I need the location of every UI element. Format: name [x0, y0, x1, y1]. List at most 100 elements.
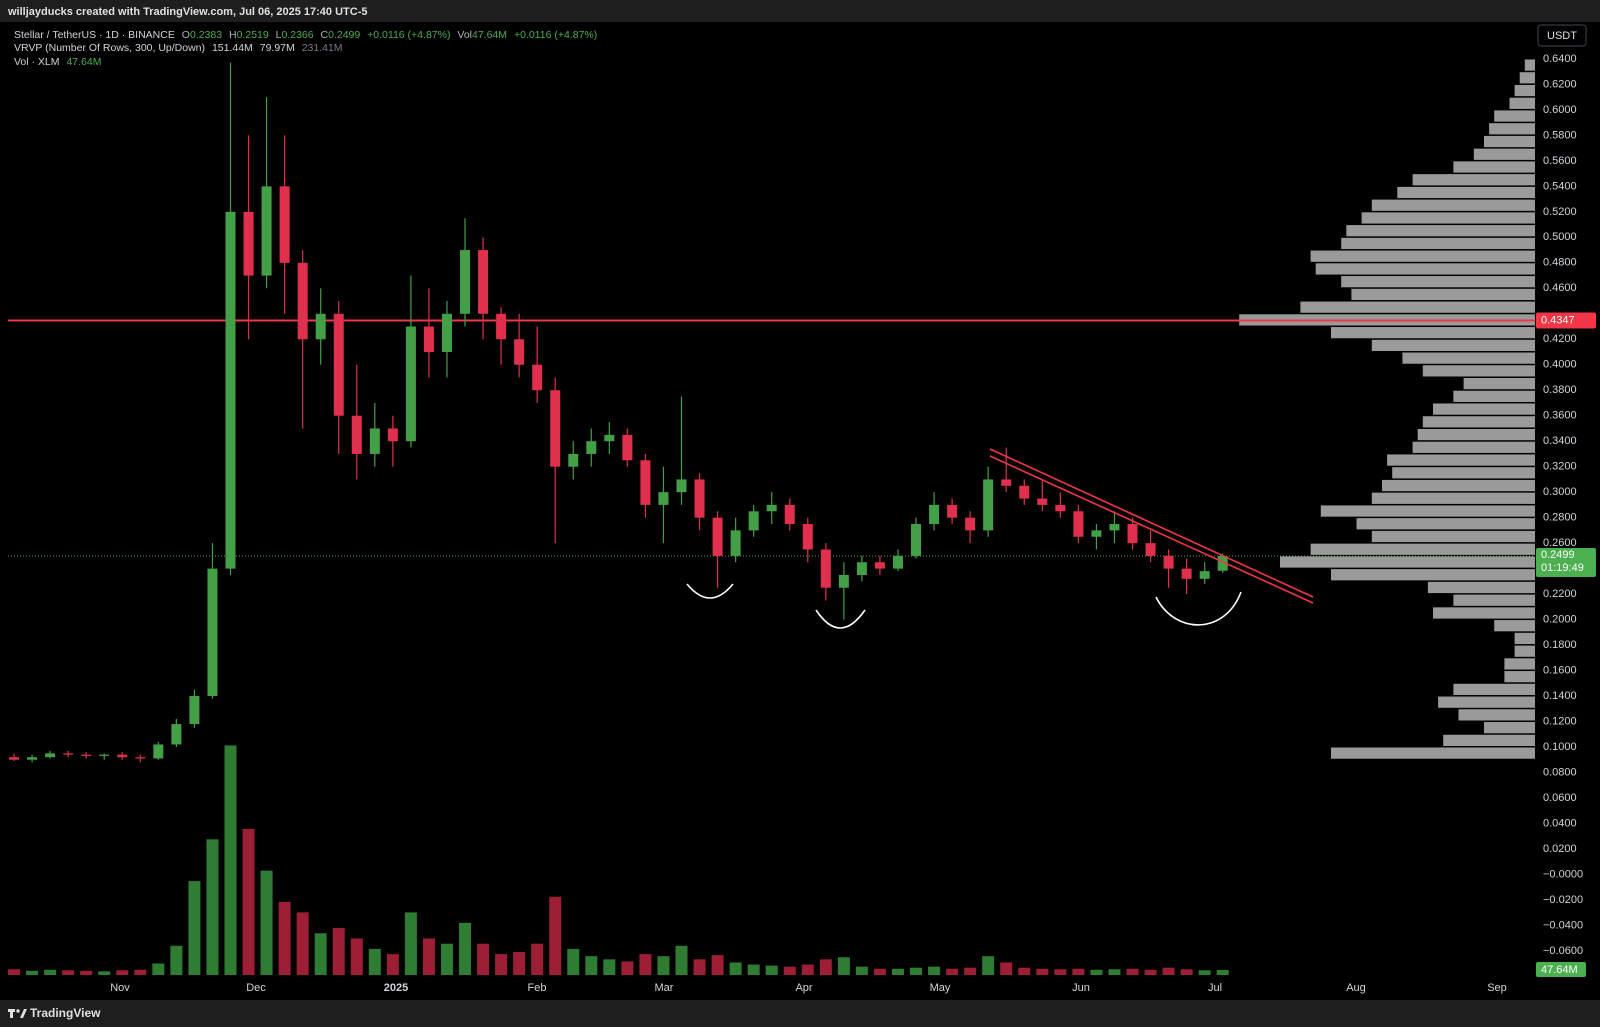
volume-bar: [910, 967, 923, 975]
x-tick-label: Apr: [795, 982, 812, 994]
candle-body: [333, 313, 344, 416]
candle-body: [1019, 485, 1030, 499]
top-bar: [0, 0, 1600, 22]
volume-bar: [513, 952, 526, 975]
volume-bar: [873, 968, 886, 975]
y-tick-label: 0.3200: [1543, 461, 1577, 473]
candle-body: [153, 744, 164, 759]
y-tick-label: 0.0600: [1543, 792, 1577, 804]
candle-body: [586, 441, 597, 454]
profile-row: [1382, 479, 1535, 492]
y-tick-label: 0.3800: [1543, 384, 1577, 396]
candle-body: [171, 724, 182, 745]
candle-body: [1037, 498, 1048, 505]
currency-button[interactable]: [1537, 24, 1587, 47]
profile-row: [1514, 84, 1535, 97]
volume-bar: [964, 967, 977, 975]
candle-body: [63, 753, 74, 755]
legend-line: Vol · XLM 47.64M: [14, 56, 101, 68]
profile-row: [1443, 734, 1535, 746]
legend-line: Stellar / TetherUS · 1D · BINANCE O0.238…: [14, 29, 597, 41]
volume-bar: [982, 956, 995, 975]
volume-bar: [1216, 970, 1229, 975]
y-tick-label: 0.1000: [1543, 741, 1577, 753]
axis-layer: 0.6400 0.6200 0.6000 0.5800 0.5600 0.5400 0.52…: [110, 53, 1596, 994]
logo-part: [20, 1009, 27, 1018]
level-tag-label: 0.4347: [1541, 314, 1575, 326]
candle-body: [1055, 504, 1066, 512]
candle-body: [965, 517, 976, 531]
y-tick-label: 0.6200: [1543, 78, 1577, 90]
x-tick-label: Sep: [1487, 982, 1507, 994]
volume-bar: [459, 922, 472, 975]
candle-body: [1073, 511, 1084, 537]
candle-body: [784, 504, 795, 525]
candles-layer: [8, 62, 1229, 975]
legend-line: VRVP (Number Of Rows, 300, Up/Down) 151.…: [14, 42, 343, 54]
legend-label: Vol: [457, 29, 472, 41]
volume-bar: [1036, 968, 1049, 975]
volume-bar: [603, 959, 616, 975]
candle-body: [1145, 543, 1156, 556]
currency-label[interactable]: USDT: [1547, 30, 1577, 42]
profile-row: [1422, 416, 1535, 428]
study-value: 47.64M: [66, 56, 101, 68]
candle-body: [1217, 555, 1228, 571]
volume-bar: [783, 966, 796, 975]
bottom-bar: [0, 1000, 1600, 1027]
profile-row: [1412, 441, 1535, 453]
y-tick-label: −0.0000: [1543, 868, 1583, 880]
volume-bar: [260, 870, 273, 975]
volume-bar: [819, 959, 832, 975]
candle-body: [1199, 571, 1210, 579]
volume-bar: [1072, 968, 1085, 975]
profile-row: [1412, 174, 1535, 186]
volume-bar: [296, 912, 309, 975]
profile-row: [1453, 594, 1535, 606]
y-tick-label: −0.0600: [1543, 945, 1583, 957]
volume-bar: [1108, 969, 1121, 975]
legend-label: O: [182, 29, 190, 41]
profile-row: [1463, 377, 1535, 390]
y-tick-label: 0.3400: [1543, 435, 1577, 447]
last-price-label: 0.2499: [1541, 549, 1575, 561]
profile-row: [1402, 352, 1535, 364]
volume-bar: [386, 954, 399, 975]
volume-bar: [332, 928, 345, 975]
last-price-tag: [1536, 547, 1596, 577]
profile-row: [1341, 276, 1535, 288]
x-tick-label: Aug: [1346, 982, 1366, 994]
profile-row: [1509, 97, 1535, 109]
volume-bar: [314, 933, 327, 975]
candle-body: [929, 504, 940, 525]
y-tick-label: 0.4600: [1543, 282, 1577, 294]
y-tick-label: 0.5600: [1543, 155, 1577, 167]
y-tick-label: 0.6000: [1543, 104, 1577, 116]
volume-bar: [404, 912, 417, 975]
candle-body: [820, 549, 831, 588]
volume-bar: [495, 954, 508, 975]
study-value: 231.41M: [302, 42, 343, 54]
candle-body: [351, 415, 362, 454]
volume-bar: [747, 964, 760, 975]
x-tick-label: Jun: [1072, 982, 1090, 994]
candle-body: [1001, 479, 1012, 486]
profile-row: [1331, 327, 1535, 339]
volume-bar: [801, 964, 814, 975]
candle-body: [405, 326, 416, 442]
profile-row: [1320, 505, 1535, 517]
y-tick-label: 0.5000: [1543, 231, 1577, 243]
countdown: 01:19:49: [1541, 562, 1584, 574]
volume-bar: [585, 956, 598, 975]
y-tick-label: 0.4800: [1543, 257, 1577, 269]
volume-bar: [675, 945, 688, 975]
volume-tag-label: 47.64M: [1541, 964, 1578, 976]
candle-body: [189, 696, 200, 725]
candle-body: [460, 250, 471, 314]
volume-bar: [80, 970, 93, 975]
y-tick-label: 0.2200: [1543, 588, 1577, 600]
volume-bar: [224, 745, 237, 975]
volume-bar: [837, 957, 850, 975]
legend-label: C: [321, 29, 329, 41]
